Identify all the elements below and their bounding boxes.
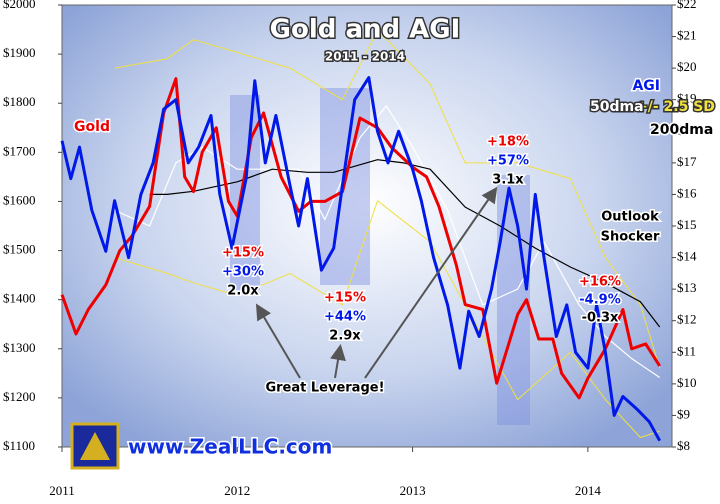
highlight (230, 95, 260, 290)
y2-tick-label: $12 (677, 312, 697, 327)
annotation: +30% (222, 265, 264, 280)
y2-tick-label: $8 (677, 438, 690, 453)
y-tick-label: $1800 (3, 94, 36, 109)
annotation: +18% (487, 135, 529, 150)
y2-tick-label: $16 (677, 185, 697, 200)
chart-title: Gold and AGI (270, 15, 461, 45)
band-lower (114, 200, 660, 438)
website: www.ZealLLC.com (128, 435, 332, 459)
y-tick-label: $1900 (3, 45, 36, 60)
x-tick-label: 2013 (400, 483, 426, 498)
annotation: +15% (324, 291, 366, 306)
series-line (60, 76, 662, 442)
band-upper (114, 29, 661, 369)
series-line (149, 159, 661, 328)
date-stamp: 5.28.2014 (424, 459, 486, 472)
x-tick-label: 2014 (575, 483, 602, 498)
annotation: 3.1x (492, 173, 524, 188)
chart-subtitle: 2011 - 2014 (325, 50, 405, 64)
annotation: Great Leverage! (265, 381, 384, 396)
y-tick-label: $2000 (3, 0, 36, 11)
y2-tick-label: $21 (677, 28, 697, 43)
y2-tick-label: $18 (677, 122, 697, 137)
y2-tick-label: $10 (677, 375, 697, 390)
annotation: +57% (487, 154, 529, 169)
annotation: +44% (324, 310, 366, 325)
annotation: 2.9x (329, 329, 361, 344)
y-tick-label: $1300 (3, 340, 36, 355)
y2-tick-label: $14 (677, 249, 697, 264)
annotation: -0.3x (582, 311, 619, 326)
y2-tick-label: $9 (677, 406, 690, 421)
annotation: +16% (579, 275, 621, 290)
legend-label: 200dma (650, 122, 713, 138)
legend-label: 50dma (590, 99, 644, 115)
annotation: Shocker (601, 230, 660, 245)
annotation: 2.0x (227, 284, 259, 299)
y-tick-label: $1400 (3, 291, 36, 306)
y-tick-label: $1100 (3, 438, 35, 453)
logo-mark (80, 432, 110, 460)
plot (60, 29, 662, 442)
arrow (364, 186, 498, 379)
y-tick-label: $1500 (3, 242, 36, 257)
logo (70, 422, 120, 470)
y2-tick-label: $22 (677, 0, 697, 11)
y2-tick-label: $19 (677, 91, 697, 106)
legend-label: AGI (632, 78, 660, 94)
series-line (114, 105, 661, 378)
annotation: -4.9% (579, 293, 620, 308)
y2-tick-label: $15 (677, 217, 697, 232)
x-tick-label: 2012 (224, 483, 250, 498)
y-tick-label: $1700 (3, 143, 36, 158)
arrows (255, 186, 498, 379)
y-tick-label: $1200 (3, 389, 36, 404)
annotation: +15% (222, 246, 264, 261)
y2-tick-label: $11 (677, 343, 696, 358)
annotation: Outlook (601, 210, 659, 225)
legend-label: Gold (74, 119, 110, 135)
y-tick-label: $1600 (3, 192, 36, 207)
legend-label: +/- 2.5 SD (636, 99, 715, 115)
highlight (497, 175, 530, 425)
y2-tick-label: $17 (677, 154, 697, 169)
arrow (255, 303, 301, 379)
y2-tick-label: $20 (677, 59, 697, 74)
x-tick-label: 2011 (49, 483, 75, 498)
arrow (330, 344, 346, 379)
y2-tick-label: $13 (677, 280, 697, 295)
